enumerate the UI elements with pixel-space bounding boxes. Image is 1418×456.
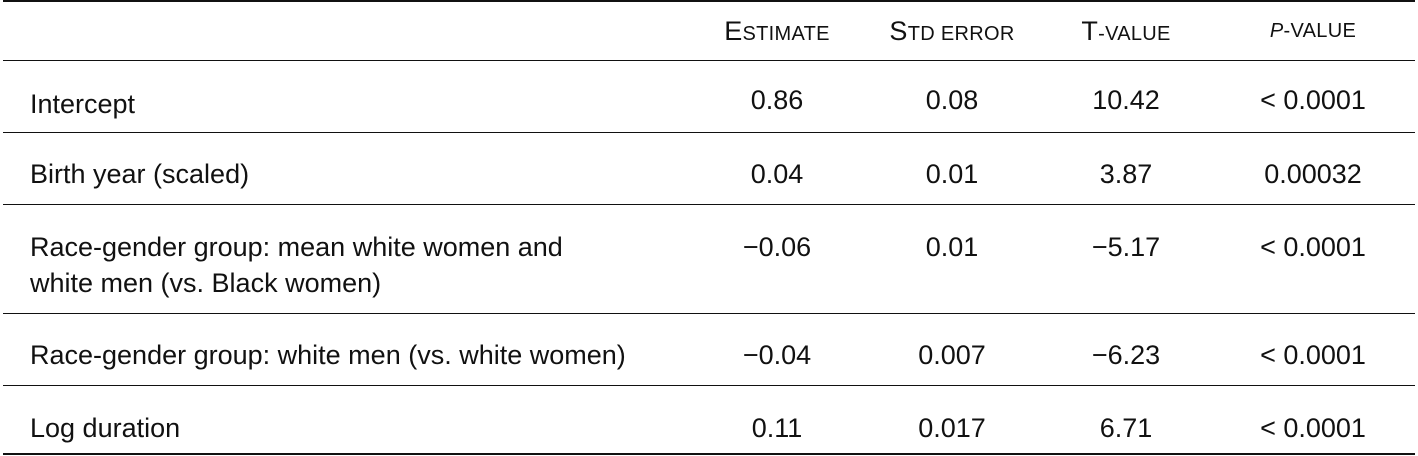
row-std-error: 0.017 <box>918 413 986 443</box>
row-t-value: −5.17 <box>1091 232 1161 262</box>
row-estimate: −0.04 <box>742 340 812 370</box>
row-estimate: 0.04 <box>750 159 804 189</box>
header-std-error: STD ERROR <box>889 15 1015 46</box>
header-t-value: T-VALUE <box>1081 15 1171 46</box>
table-row: Log duration 0.11 0.017 6.71 < 0.0001 <box>3 386 1415 454</box>
row-t-value: 10.42 <box>1092 85 1160 115</box>
header-term <box>3 1 691 61</box>
row-estimate: −0.06 <box>742 232 812 262</box>
table-header: ESTIMATE STD ERROR T-VALUE P-VALUE <box>3 1 1415 61</box>
table-row: Race-gender group: white men (vs. white … <box>3 314 1415 386</box>
row-term-line1: Race-gender group: mean white women and <box>30 232 563 262</box>
row-estimate: 0.11 <box>751 413 803 443</box>
regression-table: ESTIMATE STD ERROR T-VALUE P-VALUE Inter… <box>3 0 1415 455</box>
table-row: Race-gender group: mean white women and w… <box>3 205 1415 314</box>
row-p-value: 0.00032 <box>1264 159 1362 189</box>
header-row: ESTIMATE STD ERROR T-VALUE P-VALUE <box>3 1 1415 61</box>
header-estimate: ESTIMATE <box>724 15 830 46</box>
row-std-error: 0.08 <box>925 85 979 115</box>
row-p-value: < 0.0001 <box>1260 85 1366 115</box>
table-row: Intercept 0.86 0.08 10.42 < 0.0001 <box>3 61 1415 133</box>
row-estimate: 0.86 <box>750 85 804 115</box>
row-t-value: 3.87 <box>1099 159 1153 189</box>
row-term: Race-gender group: mean white women and w… <box>3 205 691 314</box>
table-body: Intercept 0.86 0.08 10.42 < 0.0001 Birth… <box>3 61 1415 454</box>
row-p-value: < 0.0001 <box>1260 413 1366 443</box>
row-t-value: −6.23 <box>1091 340 1161 370</box>
row-term-line2: white men (vs. Black women) <box>30 268 382 298</box>
header-p-value: P-VALUE <box>1269 20 1357 42</box>
row-term: Birth year (scaled) <box>30 159 250 189</box>
row-term: Log duration <box>30 413 181 443</box>
row-p-value: < 0.0001 <box>1260 232 1366 262</box>
row-std-error: 0.01 <box>925 159 979 189</box>
row-term: Intercept <box>30 89 136 119</box>
table-row: Birth year (scaled) 0.04 0.01 3.87 0.000… <box>3 133 1415 205</box>
row-std-error: 0.01 <box>925 232 979 262</box>
row-term: Race-gender group: white men (vs. white … <box>30 340 626 370</box>
row-t-value: 6.71 <box>1099 413 1153 443</box>
row-p-value: < 0.0001 <box>1260 340 1366 370</box>
row-std-error: 0.007 <box>918 340 986 370</box>
